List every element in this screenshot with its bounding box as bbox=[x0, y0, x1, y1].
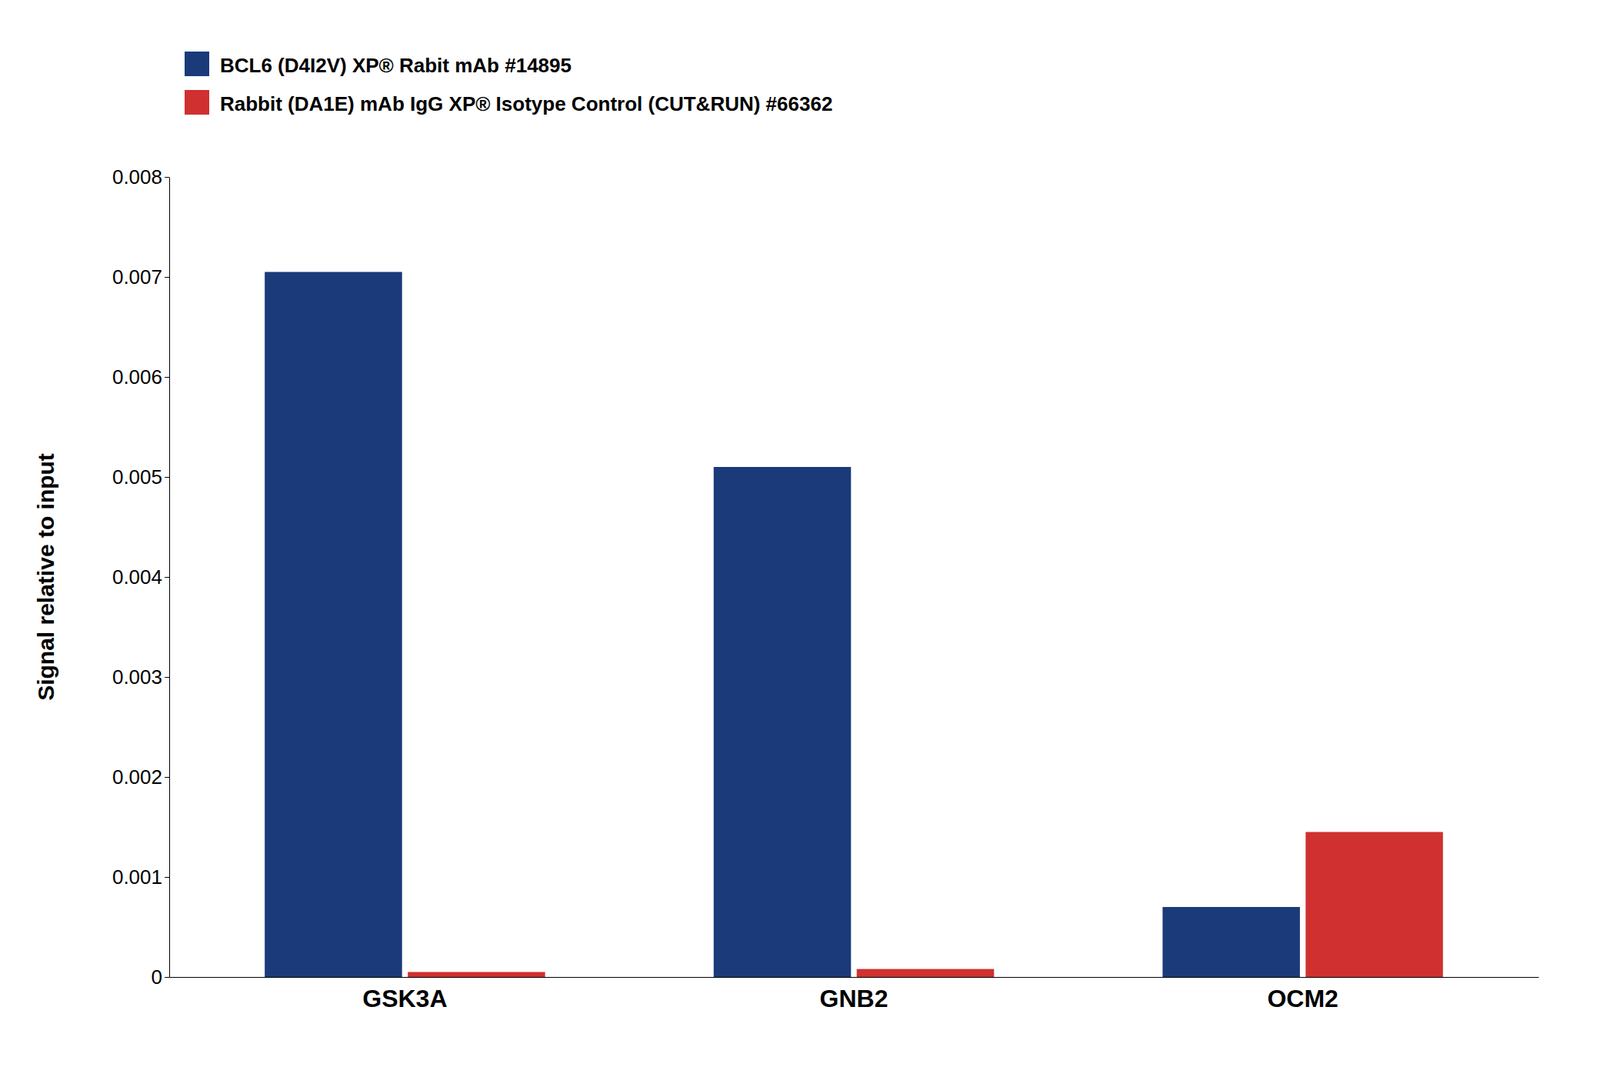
y-tick: 0.006 bbox=[112, 365, 170, 389]
y-axis: 0 0.001 0.002 0.003 0.004 0.005 0.006 0.007 0.00… bbox=[112, 165, 170, 989]
y-tick: 0.004 bbox=[112, 565, 170, 589]
x-tick: GNB2 bbox=[820, 976, 889, 1013]
legend-label: BCL6 (D4I2V) XP® Rabit mAb #14895 bbox=[220, 53, 572, 77]
bar bbox=[1305, 832, 1444, 978]
y-axis-title: Signal relative to input bbox=[33, 453, 59, 701]
bar bbox=[407, 972, 546, 978]
y-tick-label: 0.001 bbox=[112, 865, 163, 889]
y-tick-mark bbox=[164, 576, 170, 578]
x-tick-label: GSK3A bbox=[362, 984, 447, 1013]
legend-swatch bbox=[184, 90, 210, 115]
y-tick-mark bbox=[164, 476, 170, 478]
y-tick: 0.001 bbox=[112, 865, 170, 889]
chart: 0 0.001 0.002 0.003 0.004 0.005 0.006 0.007 0.00… bbox=[0, 0, 1600, 1077]
bar bbox=[856, 969, 995, 977]
x-tick: GSK3A bbox=[362, 976, 447, 1013]
x-tick-label: OCM2 bbox=[1266, 984, 1338, 1013]
y-tick-label: 0.003 bbox=[112, 665, 163, 689]
y-tick: 0.002 bbox=[112, 765, 170, 789]
y-tick-label: 0.005 bbox=[112, 465, 163, 489]
x-axis: GSK3A GNB2 OCM2 bbox=[170, 976, 1540, 1013]
y-tick-label: 0 bbox=[151, 965, 163, 989]
y-tick: 0.007 bbox=[112, 265, 170, 289]
x-tick-label: GNB2 bbox=[820, 984, 889, 1013]
y-tick-mark bbox=[164, 976, 170, 978]
plot-area: 0 0.001 0.002 0.003 0.004 0.005 0.006 0.007 0.00… bbox=[112, 165, 1540, 1013]
y-axis-line bbox=[169, 177, 170, 978]
y-tick: 0.008 bbox=[112, 165, 170, 189]
bar bbox=[264, 272, 403, 978]
y-tick-label: 0.008 bbox=[112, 165, 163, 189]
x-axis-line bbox=[170, 976, 1540, 978]
legend: BCL6 (D4I2V) XP® Rabit mAb #14895 Rabbit … bbox=[184, 51, 833, 116]
y-tick-mark bbox=[164, 676, 170, 678]
legend-item: BCL6 (D4I2V) XP® Rabit mAb #14895 bbox=[184, 51, 572, 77]
y-tick-mark bbox=[164, 876, 170, 878]
y-tick-mark bbox=[164, 176, 170, 178]
bars bbox=[264, 272, 1444, 978]
y-tick-label: 0.004 bbox=[112, 565, 163, 589]
y-tick: 0.003 bbox=[112, 665, 170, 689]
bar bbox=[713, 466, 852, 977]
legend-swatch bbox=[184, 51, 210, 77]
y-tick-mark bbox=[164, 276, 170, 278]
y-tick: 0 bbox=[151, 965, 170, 989]
y-tick-mark bbox=[164, 376, 170, 378]
legend-label: Rabbit (DA1E) mAb IgG XP® Isotype Contro… bbox=[220, 92, 833, 116]
legend-item: Rabbit (DA1E) mAb IgG XP® Isotype Contro… bbox=[184, 90, 833, 116]
x-tick: OCM2 bbox=[1266, 976, 1338, 1013]
y-tick-label: 0.007 bbox=[112, 265, 163, 289]
y-tick-mark bbox=[164, 776, 170, 778]
y-tick: 0.005 bbox=[112, 465, 170, 489]
bar bbox=[1162, 906, 1300, 977]
y-tick-label: 0.006 bbox=[112, 365, 163, 389]
y-tick-label: 0.002 bbox=[112, 765, 163, 789]
